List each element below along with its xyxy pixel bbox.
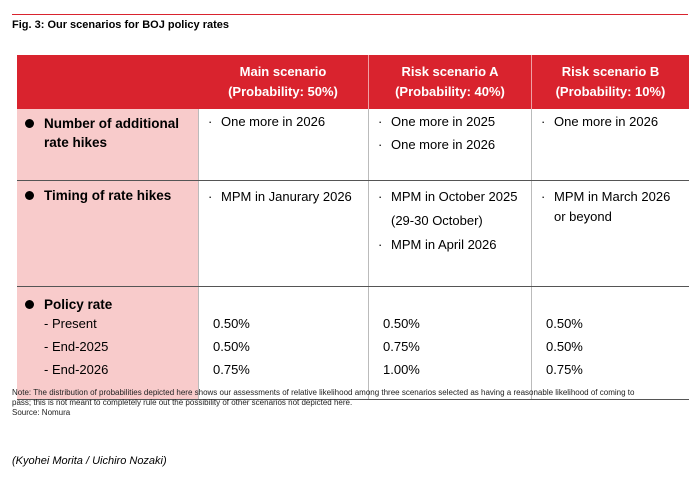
header-title: Risk scenario A xyxy=(401,64,499,79)
risk-b-cell: · MPM in March 2026 or beyond xyxy=(531,181,689,286)
scenario-table: Main scenario (Probability: 50%) Risk sc… xyxy=(17,55,689,400)
table-row-rate-hikes: Number of additional rate hikes · One mor… xyxy=(17,109,689,181)
note-line2: pass; this is not meant to completely ru… xyxy=(12,398,353,407)
rate-value: 0.50% xyxy=(213,316,250,331)
rate-value: 0.50% xyxy=(546,316,583,331)
rate-value: 0.50% xyxy=(546,339,583,354)
bullet-dot-icon xyxy=(25,119,34,128)
bullet-line: · One more in 2026 xyxy=(208,114,326,129)
main-cell: · MPM in Janurary 2026 xyxy=(198,181,368,286)
author-credit: (Kyohei Morita / Uichiro Nozaki) xyxy=(12,455,167,467)
bullet-line: · One more in 2026 xyxy=(541,114,659,129)
bullet-line-continuation: or beyond xyxy=(554,209,612,224)
sub-label: - End-2026 xyxy=(44,362,109,377)
header-risk-scenario-a: Risk scenario A (Probability: 40%) xyxy=(368,55,531,109)
table-row-timing: Timing of rate hikes · MPM in Janurary 20… xyxy=(17,181,689,287)
bullet-line-continuation: (29-30 October) xyxy=(391,213,483,228)
row-label-text: Timing of rate hikes xyxy=(44,188,172,203)
bullet-line: · MPM in April 2026 xyxy=(378,237,497,252)
main-cell: 0.50% 0.50% 0.75% xyxy=(198,287,368,399)
figure-title: Fig. 3: Our scenarios for BOJ policy rat… xyxy=(12,19,230,31)
row-label-line2: rate hikes xyxy=(44,135,108,150)
header-title: Risk scenario B xyxy=(561,64,660,79)
bullet-line: · MPM in March 2026 xyxy=(541,189,671,204)
risk-a-cell: 0.50% 0.75% 1.00% xyxy=(368,287,531,399)
sub-label: - End-2025 xyxy=(44,339,109,354)
rate-value: 0.50% xyxy=(383,316,420,331)
bullet-dot-icon xyxy=(25,191,34,200)
row-label: Policy rate xyxy=(25,295,198,314)
header-empty-cell xyxy=(17,55,198,109)
top-rule xyxy=(12,14,688,15)
table-note: Note: The distribution of probabilities … xyxy=(12,388,692,418)
row-label: Timing of rate hikes xyxy=(25,186,198,205)
bullet-line: · One more in 2025 xyxy=(378,114,496,129)
row-label-text: Policy rate xyxy=(44,297,113,312)
main-cell: · One more in 2026 xyxy=(198,109,368,180)
header-risk-scenario-b: Risk scenario B (Probability: 10%) xyxy=(531,55,689,109)
table-header: Main scenario (Probability: 50%) Risk sc… xyxy=(17,55,689,109)
rate-value: 0.75% xyxy=(546,362,583,377)
rate-value: 0.50% xyxy=(213,339,250,354)
table-row-policy-rate: Policy rate - Present - End-2025 - End-2… xyxy=(17,287,689,400)
sub-label: - Present xyxy=(44,316,97,331)
bullet-dot-icon xyxy=(25,300,34,309)
note-line1: Note: The distribution of probabilities … xyxy=(12,388,635,397)
row-label-line1: Number of additional xyxy=(44,116,179,131)
header-probability: (Probability: 10%) xyxy=(555,84,666,99)
header-title: Main scenario xyxy=(239,64,327,79)
rate-value: 0.75% xyxy=(383,339,420,354)
risk-b-cell: · One more in 2026 xyxy=(531,109,689,180)
risk-a-cell: · MPM in October 2025 (29-30 October) · MP… xyxy=(368,181,531,286)
bullet-line: · MPM in October 2025 xyxy=(378,189,518,204)
rate-value: 1.00% xyxy=(383,362,420,377)
risk-a-cell: · One more in 2025 · One more in 2026 xyxy=(368,109,531,180)
row-label-cell: Timing of rate hikes xyxy=(17,181,198,286)
header-probability: (Probability: 40%) xyxy=(395,84,505,99)
row-label-cell: Policy rate - Present - End-2025 - End-2… xyxy=(17,287,198,399)
header-probability: (Probability: 50%) xyxy=(228,84,338,99)
row-label-cell: Number of additional rate hikes xyxy=(17,109,198,180)
risk-b-cell: 0.50% 0.50% 0.75% xyxy=(531,287,689,399)
source-line: Source: Nomura xyxy=(12,408,71,417)
bullet-line: · One more in 2026 xyxy=(378,137,496,152)
header-main-scenario: Main scenario (Probability: 50%) xyxy=(198,55,368,109)
row-label: Number of additional rate hikes xyxy=(25,114,198,152)
bullet-line: · MPM in Janurary 2026 xyxy=(208,189,352,204)
rate-value: 0.75% xyxy=(213,362,250,377)
